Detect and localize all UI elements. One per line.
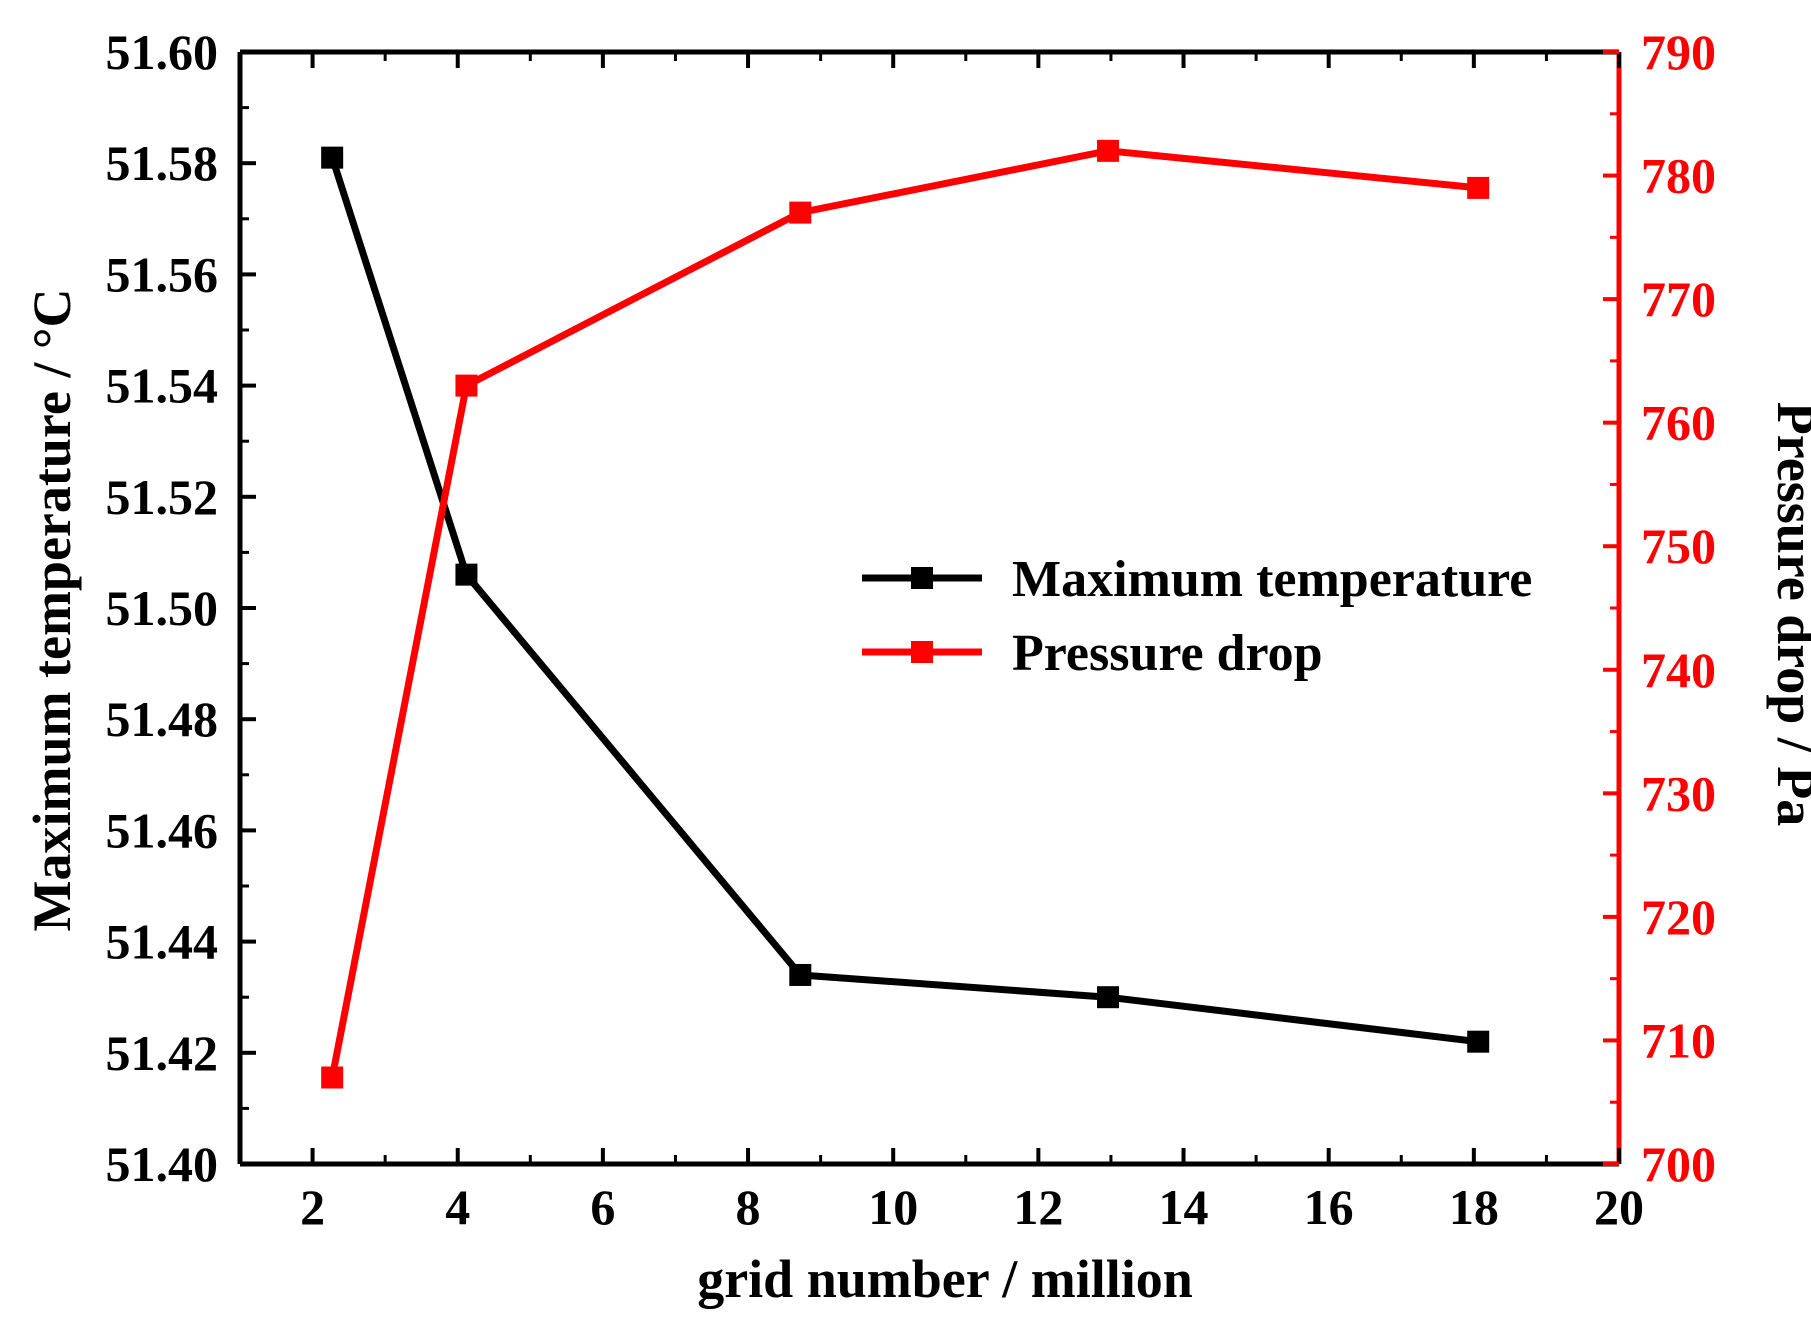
- max-temperature-point: [1467, 1030, 1490, 1053]
- y-left-tick-label: 51.56: [106, 246, 219, 302]
- y-left-tick-label: 51.40: [106, 1136, 219, 1192]
- y-right-tick-label: 750: [1641, 518, 1716, 574]
- labels-layer: grid number / million Maximum temperatur…: [22, 289, 1811, 1309]
- legend: Maximum temperature Pressure drop: [862, 551, 1532, 682]
- max-temperature-point: [789, 963, 812, 986]
- y-left-tick-label: 51.44: [106, 914, 219, 970]
- pressure-drop-point: [455, 374, 478, 397]
- x-tick-label: 16: [1304, 1179, 1354, 1235]
- x-tick-label: 4: [445, 1179, 470, 1235]
- y-right-tick-label: 760: [1641, 395, 1716, 451]
- x-tick-label: 20: [1594, 1179, 1644, 1235]
- legend-marker-max-temperature: [911, 567, 933, 589]
- axes-layer: 2 4 6 8 10 12 14 16 18 20 51.40 51.42 51.44 51.46 51.4…: [106, 24, 1717, 1235]
- y-left-tick-label: 51.60: [106, 24, 219, 80]
- x-tick-label: 18: [1449, 1179, 1499, 1235]
- x-tick-label: 6: [590, 1179, 615, 1235]
- max-temperature-point: [321, 146, 344, 169]
- y-right-tick-label: 780: [1641, 148, 1716, 204]
- max-temperature-point: [455, 563, 478, 586]
- pressure-drop-line: [328, 147, 1479, 1079]
- x-tick-label: 8: [736, 1179, 761, 1235]
- pressure-drop-point: [1097, 139, 1120, 162]
- y-right-tick-label: 730: [1641, 765, 1716, 821]
- legend-marker-pressure-drop: [911, 641, 933, 663]
- y-right-tick-label: 790: [1641, 24, 1716, 80]
- legend-label-pressure-drop: Pressure drop: [1012, 625, 1323, 682]
- pressure-drop-point: [789, 201, 812, 224]
- x-tick-label: 14: [1159, 1179, 1209, 1235]
- y-left-tick-label: 51.42: [106, 1025, 219, 1081]
- y-left-tick-label: 51.50: [106, 580, 219, 636]
- x-tick-label: 10: [868, 1179, 918, 1235]
- y-right-tick-label: 700: [1641, 1136, 1716, 1192]
- left-y-axis-label: Maximum temperature / °C: [22, 289, 82, 932]
- y-left-tick-label: 51.54: [106, 358, 219, 414]
- y-left-tick-label: 51.52: [106, 469, 219, 525]
- y-left-tick-label: 51.46: [106, 802, 219, 858]
- legend-label-max-temperature: Maximum temperature: [1012, 551, 1532, 608]
- x-axis-label: grid number / million: [697, 1249, 1193, 1309]
- pressure-drop-point: [1467, 176, 1490, 199]
- series-layer: [321, 139, 1490, 1089]
- y-left-tick-label: 51.58: [106, 135, 219, 191]
- max-temperature-point: [1097, 986, 1120, 1009]
- y-left-tick-label: 51.48: [106, 691, 219, 747]
- x-tick-label: 2: [300, 1179, 325, 1235]
- pressure-drop-point: [321, 1066, 344, 1089]
- y-right-tick-label: 740: [1641, 642, 1716, 698]
- y-right-tick-label: 710: [1641, 1012, 1716, 1068]
- right-y-axis-label: Pressure drop / Pa: [1766, 402, 1811, 827]
- y-right-tick-label: 720: [1641, 889, 1716, 945]
- y-right-tick-label: 770: [1641, 271, 1716, 327]
- x-tick-label: 12: [1013, 1179, 1063, 1235]
